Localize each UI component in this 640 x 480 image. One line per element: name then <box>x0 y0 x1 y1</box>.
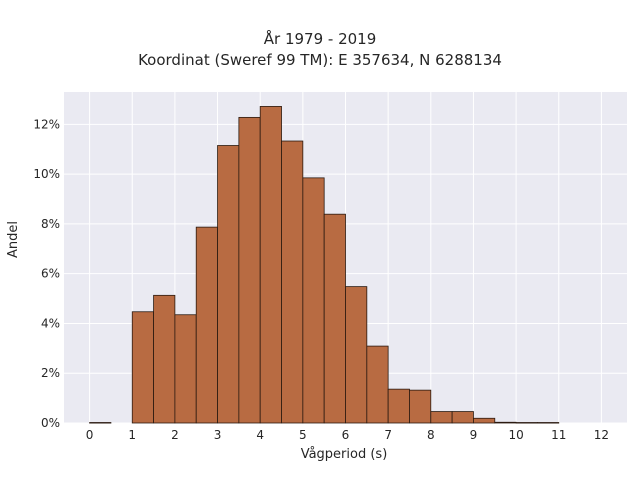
histogram-bar <box>515 422 538 424</box>
histogram-bar <box>174 314 197 424</box>
chart-title-line-2: Koordinat (Sweref 99 TM): E 357634, N 62… <box>138 51 502 69</box>
y-axis-label: Andel <box>6 221 21 258</box>
y-tick-label: 4% <box>41 316 60 330</box>
histogram-bar <box>537 422 560 424</box>
histogram-bar <box>451 411 474 424</box>
x-tick-label: 9 <box>470 428 478 442</box>
chart-title-line-1: År 1979 - 2019 <box>263 30 377 48</box>
histogram-bar <box>430 411 453 424</box>
histogram-bar <box>302 177 325 424</box>
histogram-bar <box>238 116 261 424</box>
histogram-bar <box>259 106 282 424</box>
x-tick-label: 8 <box>427 428 435 442</box>
x-tick-label: 12 <box>594 428 609 442</box>
x-tick-label: 5 <box>299 428 307 442</box>
histogram-bar <box>323 213 346 424</box>
x-tick-label: 10 <box>508 428 523 442</box>
y-tick-label: 0% <box>41 416 60 430</box>
histogram-bar <box>345 286 368 424</box>
tick-labels: 0 1 2 3 4 5 6 7 8 9 10 11 120%2%4%6%8%10%12% <box>33 117 609 442</box>
x-tick-label: 2 <box>171 428 179 442</box>
histogram-bar <box>131 311 154 424</box>
x-tick-label: 11 <box>551 428 566 442</box>
histogram-bar <box>153 294 176 424</box>
histogram-bar <box>366 345 389 424</box>
histogram-bar <box>217 145 240 424</box>
x-tick-label: 4 <box>256 428 264 442</box>
y-tick-label: 6% <box>41 267 60 281</box>
y-tick-label: 12% <box>33 117 60 131</box>
histogram-bar <box>89 422 112 424</box>
histogram-bar <box>494 421 517 424</box>
histogram-bar <box>409 389 432 424</box>
x-tick-label: 3 <box>214 428 222 442</box>
histogram-bar <box>387 388 410 424</box>
histogram-bar <box>195 226 218 424</box>
histogram-bar <box>473 417 496 424</box>
bars <box>89 106 560 424</box>
x-tick-label: 0 <box>86 428 94 442</box>
y-tick-label: 10% <box>33 167 60 181</box>
x-axis-label: Vågperiod (s) <box>300 447 388 462</box>
y-tick-label: 8% <box>41 217 60 231</box>
y-tick-label: 2% <box>41 366 60 380</box>
x-tick-label: 1 <box>128 428 136 442</box>
histogram-bar <box>281 140 304 424</box>
x-tick-label: 7 <box>384 428 392 442</box>
x-tick-label: 6 <box>342 428 350 442</box>
